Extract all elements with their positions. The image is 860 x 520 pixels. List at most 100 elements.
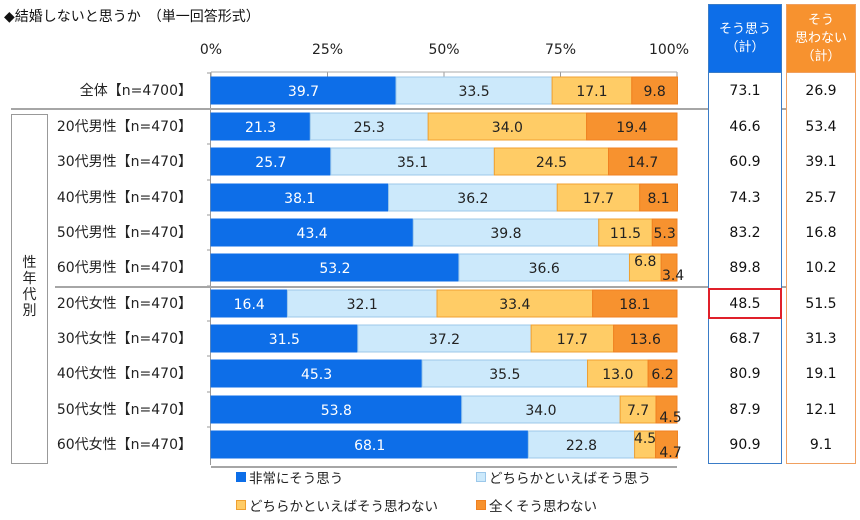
- header-line: 思わない: [794, 30, 847, 46]
- bar-value-label: 68.1: [354, 438, 385, 454]
- bar-segment: [613, 324, 678, 353]
- bar-value-label: 33.4: [499, 297, 530, 313]
- row-label: 60代男性【n=470】: [56, 260, 192, 276]
- bar-segment: [330, 147, 495, 176]
- row-label: 20代女性【n=470】: [56, 296, 192, 312]
- bar-value-label: 13.6: [630, 332, 661, 348]
- bar-value-label: 34.0: [525, 403, 556, 419]
- bar-segment: [607, 147, 678, 176]
- bar-value-label: 7.7: [627, 403, 649, 419]
- legend-item: どちらかといえばそう思わない: [236, 495, 438, 515]
- bar-value-label: 35.1: [397, 155, 428, 171]
- agree-total-value: 80.9: [729, 366, 761, 382]
- bar-segment: [210, 324, 359, 353]
- group-label: 性年代別: [22, 255, 37, 319]
- header-line: そう思う: [718, 21, 771, 37]
- bar-value-label: 38.1: [284, 191, 315, 207]
- bar-value-label: 16.4: [234, 297, 265, 313]
- disagree-total-column: [786, 73, 856, 464]
- legend-swatch: [476, 472, 486, 482]
- bar-segment: [286, 289, 438, 318]
- x-tick-label: 75%: [544, 42, 577, 58]
- disagree-total-header: そう 思わない （計）: [786, 4, 856, 73]
- bar-segment: [586, 112, 678, 141]
- disagree-total-value: 39.1: [805, 154, 837, 170]
- disagree-total-value: 12.1: [805, 402, 837, 418]
- bar-segment: [388, 183, 558, 212]
- bar-value-label: 35.5: [489, 367, 520, 383]
- disagree-total-value: 16.8: [805, 225, 837, 241]
- agree-total-value: 89.8: [729, 260, 761, 276]
- legend-item: 全くそう思わない: [476, 495, 597, 515]
- disagree-total-value: 9.1: [809, 437, 833, 453]
- bar-value-label: 37.2: [429, 332, 460, 348]
- agree-total-value: 73.1: [729, 83, 761, 99]
- bar-value-label: 5.3: [654, 226, 676, 242]
- bar-value-label: 43.4: [297, 226, 328, 242]
- disagree-total-value: 26.9: [805, 83, 837, 99]
- bar-value-label: 21.3: [245, 120, 276, 136]
- agree-total-column: [708, 73, 782, 464]
- row-label: 40代女性【n=470】: [56, 366, 192, 382]
- bar-value-label: 39.7: [288, 84, 319, 100]
- bar-value-label: 18.1: [619, 297, 650, 313]
- disagree-total-value: 19.1: [805, 366, 837, 382]
- bar-value-label: 33.5: [458, 84, 489, 100]
- highlight-box: [708, 288, 782, 319]
- bar-segment: [458, 253, 630, 282]
- bar-value-label: 17.7: [557, 332, 588, 348]
- legend-item: どちらかといえばそう思う: [476, 467, 651, 487]
- separator-line: [11, 108, 850, 110]
- disagree-total-value: 53.4: [805, 119, 837, 135]
- bar-value-label: 25.3: [354, 120, 385, 136]
- bar-segment: [210, 253, 460, 282]
- bar-value-label: 4.5: [659, 410, 681, 426]
- x-tick-label: 0%: [199, 42, 223, 58]
- group-box: [11, 114, 48, 464]
- bar-segment: [493, 147, 609, 176]
- bar-segment: [639, 183, 678, 212]
- agree-total-value: 60.9: [729, 154, 761, 170]
- bar-value-label: 11.5: [610, 226, 641, 242]
- bar-segment: [210, 289, 288, 318]
- chart-title: ◆結婚しないと思うか （単一回答形式）: [4, 9, 260, 25]
- bar-segment: [655, 430, 678, 459]
- header-line: そう: [807, 12, 834, 28]
- x-tick-label: 25%: [311, 42, 344, 58]
- legend-label: どちらかといえばそう思わない: [249, 499, 438, 515]
- legend-label: 非常にそう思う: [249, 471, 344, 487]
- bar-value-label: 36.2: [457, 191, 488, 207]
- legend-swatch: [236, 472, 246, 482]
- bar-segment: [210, 359, 423, 388]
- disagree-total-value: 10.2: [805, 260, 837, 276]
- agree-total-value: 83.2: [729, 225, 761, 241]
- bar-value-label: 4.7: [659, 445, 681, 461]
- bar-value-label: 17.7: [583, 191, 614, 207]
- bar-value-label: 8.1: [647, 191, 669, 207]
- bar-value-label: 22.8: [566, 438, 597, 454]
- bar-value-label: 3.4: [662, 268, 684, 284]
- bar-value-label: 32.1: [347, 297, 378, 313]
- agree-total-value: 46.6: [729, 119, 761, 135]
- bar-segment: [210, 147, 332, 176]
- bar-value-label: 39.8: [490, 226, 521, 242]
- bar-value-label: 6.8: [634, 254, 656, 270]
- legend-swatch: [476, 500, 486, 510]
- separator-line: [55, 286, 850, 288]
- legend-swatch: [236, 500, 246, 510]
- bar-value-label: 4.5: [634, 431, 656, 447]
- x-tick-label: 100%: [648, 42, 690, 58]
- bar-value-label: 45.3: [301, 367, 332, 383]
- row-label: 50代男性【n=470】: [56, 225, 192, 241]
- bar-segment: [619, 395, 657, 424]
- row-label: 60代女性【n=470】: [56, 437, 192, 453]
- row-label: 40代男性【n=470】: [56, 190, 192, 206]
- disagree-total-value: 25.7: [805, 190, 837, 206]
- disagree-total-value: 51.5: [805, 296, 837, 312]
- bar-value-label: 9.8: [643, 84, 665, 100]
- agree-total-value: 74.3: [729, 190, 761, 206]
- bar-segment: [210, 430, 529, 459]
- bar-segment: [436, 289, 594, 318]
- bar-segment: [587, 359, 649, 388]
